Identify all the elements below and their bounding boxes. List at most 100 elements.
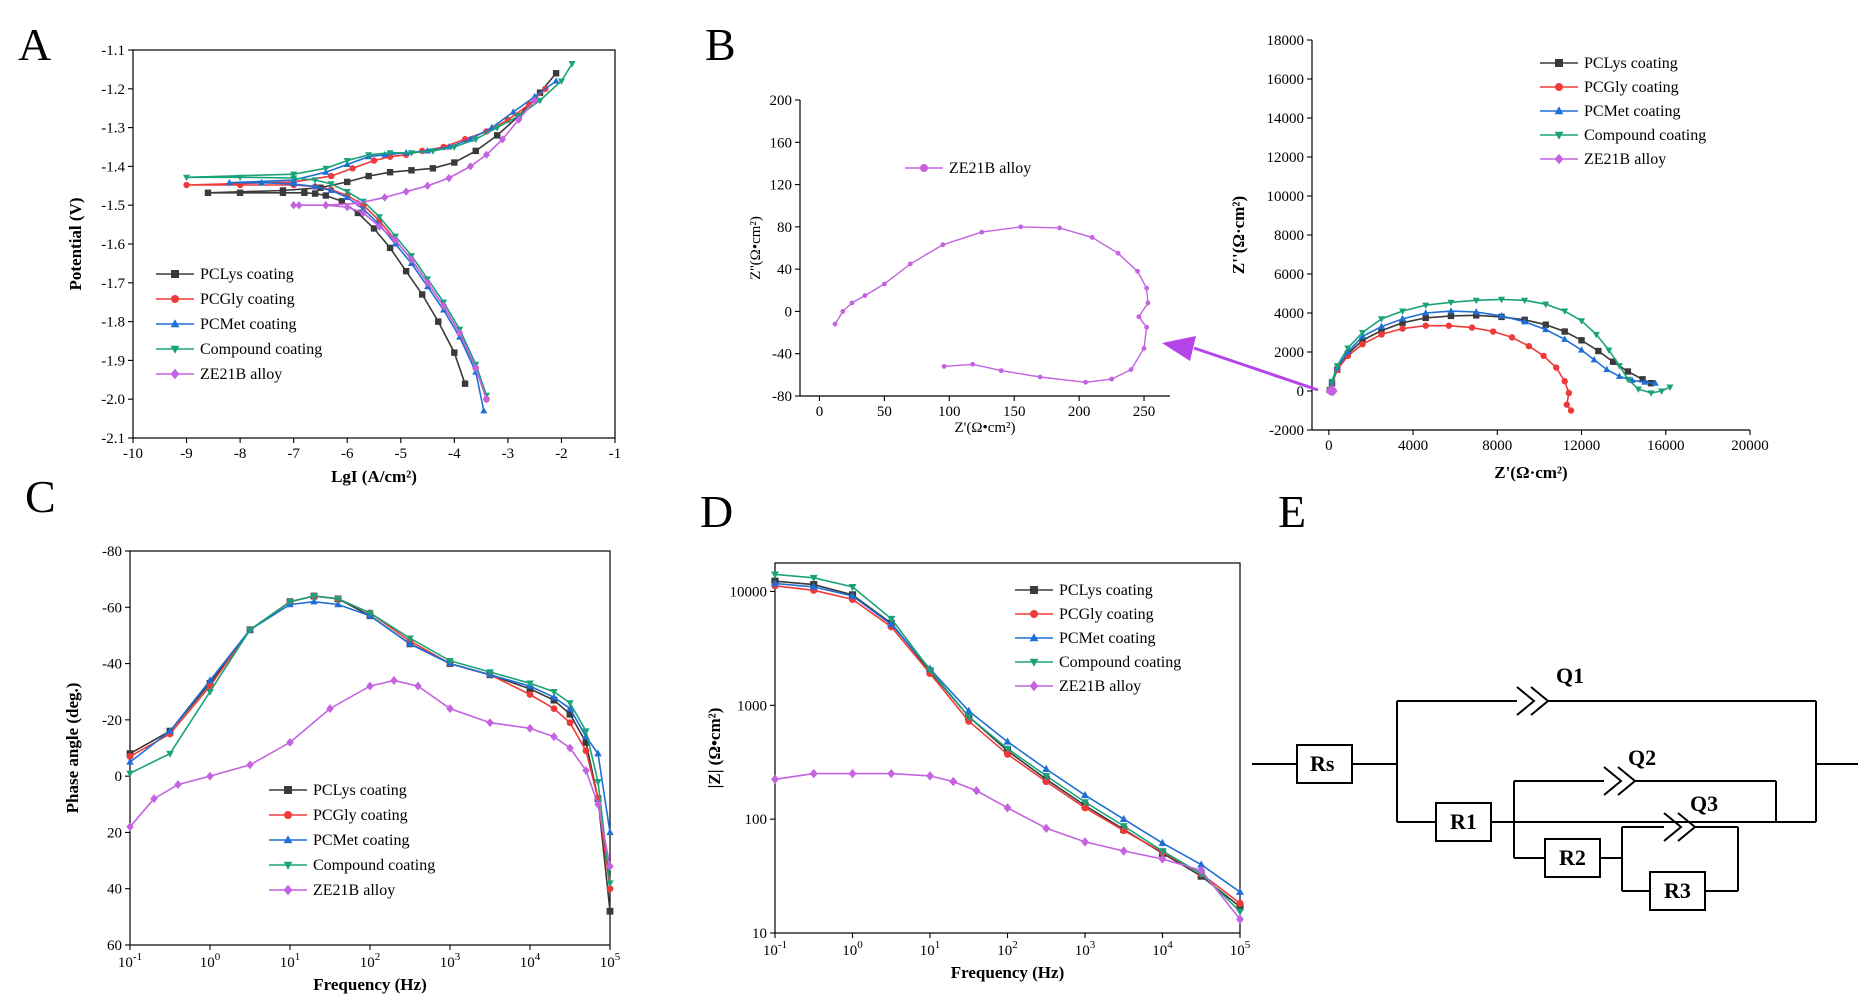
resistor-rs — [1296, 744, 1353, 784]
panel-a-data-point-pcmet — [552, 77, 560, 84]
panel-b-data-point-pcmet — [1377, 322, 1386, 330]
panel-a-data-point-ze21b — [445, 173, 453, 183]
panel-b-data-point-pcmet — [1578, 346, 1586, 353]
resistor-r2-label: R2 — [1559, 845, 1586, 870]
panel-a-data-point-pcmet — [509, 108, 517, 115]
panel-b: 0 4000 8000 12000 16000 20000 -2000 0 2000 4000 60… — [1229, 33, 1769, 482]
panel-a-legend-marker-pcgly — [171, 295, 179, 303]
panel-d-x-tick-label: 102 — [997, 939, 1018, 959]
panel-d-data-point-pcmet — [1197, 860, 1206, 868]
panel-c-data-point-pcgly — [126, 753, 134, 760]
panel-d-data-point-pcmet — [1081, 790, 1089, 799]
panel-a-data-point-ze21b — [424, 278, 432, 287]
panel-d-data-point-pcmet — [1119, 814, 1128, 823]
panel-c-data-point-compound — [126, 770, 134, 778]
panel-b-data-point-pcmet — [1399, 315, 1407, 322]
panel-d-x-axis-label: Frequency (Hz) — [951, 963, 1064, 982]
panel-b-data-point-compound — [1561, 308, 1569, 315]
panel-a-data-point-pclys — [365, 172, 372, 180]
panel-c-data-point-pcgly — [526, 691, 534, 698]
panel-c-data-point-compound — [206, 688, 214, 696]
panel-c-data-point-ze21b — [606, 861, 614, 871]
panel-c-y-tick-label: -40 — [102, 657, 122, 673]
panel-c-data-point-compound — [334, 596, 342, 603]
panel-a-data-point-compound — [386, 150, 394, 157]
panel-a-data-point-ze21b — [424, 181, 432, 190]
panel-b-legend-marker-pcmet — [1554, 106, 1564, 115]
panel-b-y-tick-label: 6000 — [1274, 267, 1304, 283]
panel-d: 10-1 100 101 102 103 104 105 10 100 1000 10000 Freq… — [705, 562, 1251, 982]
panel-a-data-point-pclys — [301, 189, 308, 196]
panel-b-data-point-compound — [1472, 297, 1480, 305]
panel-letter-a: A — [18, 19, 51, 70]
panel-a-y-tick-label: -1.8 — [101, 315, 125, 331]
panel-b-data-point-pcgly — [1561, 378, 1568, 385]
panel-c-data-point-ze21b — [446, 704, 454, 714]
panel-b-data-point-pcgly — [1422, 322, 1429, 329]
panel-b-y-tick-label: 12000 — [1267, 150, 1305, 166]
panel-b-data-point-pcmet — [1447, 307, 1455, 314]
panel-b-inset-x-tick-label: 200 — [1068, 404, 1091, 420]
panel-d-legend-label-ze21b: ZE21B alloy — [1059, 678, 1141, 695]
panel-b-inset-data-point-ze21b — [1089, 235, 1095, 240]
equivalent-circuit: Rs Q1 R1 Q2 R2 Q3 — [1252, 663, 1858, 911]
panel-b-y-tick-label: 2000 — [1274, 345, 1304, 361]
panel-a-data-point-pcmet — [327, 186, 335, 194]
panel-b-data-point-compound — [1447, 299, 1455, 307]
panel-d-legend-marker-pclys — [1030, 586, 1038, 594]
panel-b-data-point-pclys — [1447, 312, 1455, 320]
panel-c-legend-marker-compound — [283, 861, 293, 870]
panel-d-legend-marker-ze21b — [1029, 680, 1039, 692]
panel-a-y-tick-label: -2.1 — [101, 431, 125, 447]
panel-c-data-point-ze21b — [246, 760, 254, 770]
panel-b-inset-data-point-ze21b — [1145, 300, 1151, 306]
panel-b-data-point-compound — [1647, 390, 1655, 397]
panel-c-x-tick-label: 10-1 — [118, 951, 142, 971]
panel-a-y-tick-label: -1.9 — [101, 353, 125, 369]
panel-a-data-point-ze21b — [354, 199, 362, 208]
panel-b-y-tick-label: 16000 — [1267, 72, 1305, 88]
panel-c-data-point-pcmet — [550, 693, 558, 701]
panel-c-y-tick-label: -60 — [102, 600, 122, 616]
panel-b-data-point-pcgly — [1468, 324, 1476, 331]
panel-b-x-tick-label: 16000 — [1647, 438, 1685, 454]
panel-b-inset-x-tick-label: 150 — [1003, 404, 1026, 420]
panel-letter-e: E — [1278, 486, 1306, 537]
panel-c-x-tick-label: 104 — [520, 951, 541, 971]
panel-b-inset-data-point-ze21b — [832, 321, 838, 327]
panel-c-data-point-pcmet — [126, 757, 134, 765]
panel-a: -10 -9 -8 -7 -6 -5 -4 -3 -2 -1 -1.1 -1.2 -1.3 -1.4 -1.… — [66, 43, 621, 486]
panel-a-legend-marker-pcmet — [170, 319, 180, 328]
panel-b-legend-label-pclys: PCLys coating — [1584, 55, 1678, 72]
panel-a-legend-label-ze21b: ZE21B alloy — [200, 366, 282, 383]
panel-a-x-tick-label: -8 — [234, 446, 247, 462]
panel-a-data-point-ze21b — [343, 202, 351, 212]
panel-b-inset-y-tick-label: -80 — [772, 389, 792, 405]
panel-b-data-point-compound — [1399, 308, 1407, 315]
panel-a-x-tick-label: -2 — [555, 446, 568, 462]
panel-b-legend-label-ze21b: ZE21B alloy — [1584, 151, 1666, 168]
panel-a-data-point-compound — [322, 165, 330, 173]
panel-b-x-tick-label: 20000 — [1731, 438, 1769, 454]
panel-a-data-point-pcmet — [290, 180, 298, 187]
panel-d-data-point-compound — [1042, 773, 1051, 781]
panel-b-data-point-compound — [1658, 388, 1666, 395]
panel-c-data-point-pcmet — [334, 600, 342, 608]
panel-b-y-tick-label: 10000 — [1267, 189, 1305, 205]
panel-a-series-line-pcmet — [229, 80, 557, 411]
panel-a-x-tick-label: -6 — [341, 446, 354, 462]
panel-a-data-point-pcgly — [370, 157, 378, 164]
panel-b-data-point-pcmet — [1651, 379, 1659, 386]
panel-b-data-point-pclys — [1561, 328, 1568, 335]
panel-c-x-axis-label: Frequency (Hz) — [313, 975, 426, 994]
resistor-r1 — [1435, 802, 1492, 842]
panel-b-y-tick-label: 0 — [1297, 384, 1305, 400]
panel-c-x-tick-label: 105 — [600, 951, 621, 971]
panel-b-inset-y-tick-label: 80 — [777, 220, 792, 236]
panel-a-legend-label-compound: Compound coating — [200, 341, 322, 358]
panel-b-legend-marker-pclys — [1555, 59, 1563, 67]
panel-b-data-point-pclys — [1578, 337, 1585, 344]
panel-a-data-point-pclys — [354, 209, 362, 217]
panel-a-data-point-pcmet — [225, 178, 233, 186]
